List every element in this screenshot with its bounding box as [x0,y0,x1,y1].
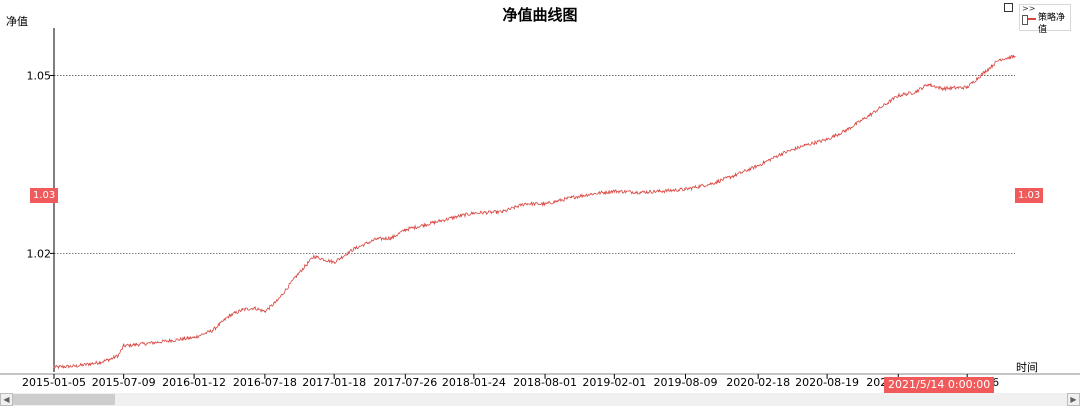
data-point [983,71,985,74]
data-point [211,329,214,332]
data-point [966,86,968,88]
x-tick-label: 2016-07-18 [233,376,297,389]
scroll-thumb[interactable] [13,394,115,405]
scroll-right-arrow-icon[interactable]: ▶ [1067,393,1080,406]
legend-label: 策略净值 [1038,13,1066,35]
y-tick-label: 1.05 [27,69,52,82]
data-point [456,216,458,218]
x-axis-label: 时间 [1016,361,1038,374]
y-axis-label: 净值 [6,15,28,28]
y-tick-label: 1.02 [27,247,52,260]
chart-plot[interactable]: 1.021.05 2015-01-05 2015-07-09 2016-01-12 2… [0,0,1080,393]
data-point [404,229,406,231]
data-point [639,191,641,193]
legend-swatch [1028,18,1036,20]
data-point [117,354,119,356]
data-point [375,238,377,240]
data-point [253,307,255,309]
legend-checkbox[interactable] [1022,15,1028,25]
data-point [1014,55,1016,58]
x-tick-label: 2015-07-09 [92,376,156,389]
data-point [927,83,929,85]
x-tick-label: 2018-08-01 [513,376,577,389]
data-point [570,197,573,199]
x-tick-label: 2018-01-24 [442,376,506,389]
data-point [473,212,475,214]
horizontal-scrollbar[interactable]: ◀ ▶ [0,393,1080,406]
data-point [941,87,943,90]
data-point [193,337,195,339]
data-point [123,345,125,347]
data-point [803,144,806,147]
data-point [53,366,55,368]
data-point [276,300,278,302]
x-tick-label: 2020-08-19 [795,376,859,389]
data-point [146,342,148,345]
data-point [313,255,315,257]
data-point [264,310,266,313]
data-point [544,203,546,205]
x-tick-label: 2015-01-05 [22,376,86,389]
data-point [780,153,783,155]
x-tick-label: 2020-02-18 [726,376,790,389]
y-crosshair-tag-right: 1.03 [1015,188,1044,203]
data-point [826,138,828,141]
maximize-checkbox[interactable] [1004,3,1013,12]
data-point [590,193,592,195]
data-point [734,174,737,176]
data-point [75,365,77,367]
data-point [228,315,231,317]
data-point [352,248,354,250]
y-ticks: 1.02 1.05 [27,69,54,260]
data-point [998,58,1001,61]
data-point [242,309,244,311]
data-point [524,202,527,205]
x-tick-label: 2019-02-01 [582,376,646,389]
grid-lines [54,75,1015,254]
x-ticks: 2015-01-05 2015-07-09 2016-01-12 2016-07-18… [22,374,999,389]
x-tick-label: 2016-01-12 [162,376,226,389]
legend-expand-icon[interactable]: >> [1022,4,1036,13]
data-point [869,114,871,116]
data-point [914,91,916,93]
data-point [169,339,171,342]
data-point [295,275,298,277]
data-point [897,95,899,97]
chart-title: 净值曲线图 [502,6,578,24]
x-tick-label: 2017-01-18 [302,376,366,389]
data-point [613,190,615,192]
data-point [433,221,435,224]
scroll-left-arrow-icon[interactable]: ◀ [0,393,13,406]
x-tick-label: 2019-08-09 [654,376,718,389]
data-point [757,165,759,167]
data-point [333,261,335,263]
series-group [53,54,1016,370]
series-line [53,54,1016,370]
data-point [98,361,100,364]
x-tick-label: 2017-07-26 [373,376,437,389]
data-point [712,182,714,184]
data-point [684,188,687,190]
data-point [391,237,393,239]
data-point [110,358,112,360]
x-crosshair-tag: 2021/5/14 0:00:00 [884,377,995,393]
data-point [846,129,848,131]
axes [0,28,1080,375]
data-point [501,211,504,213]
y-crosshair-tag-left: 1.03 [30,188,59,203]
data-point [662,190,664,192]
legend[interactable]: >> 策略净值 [1019,4,1071,35]
